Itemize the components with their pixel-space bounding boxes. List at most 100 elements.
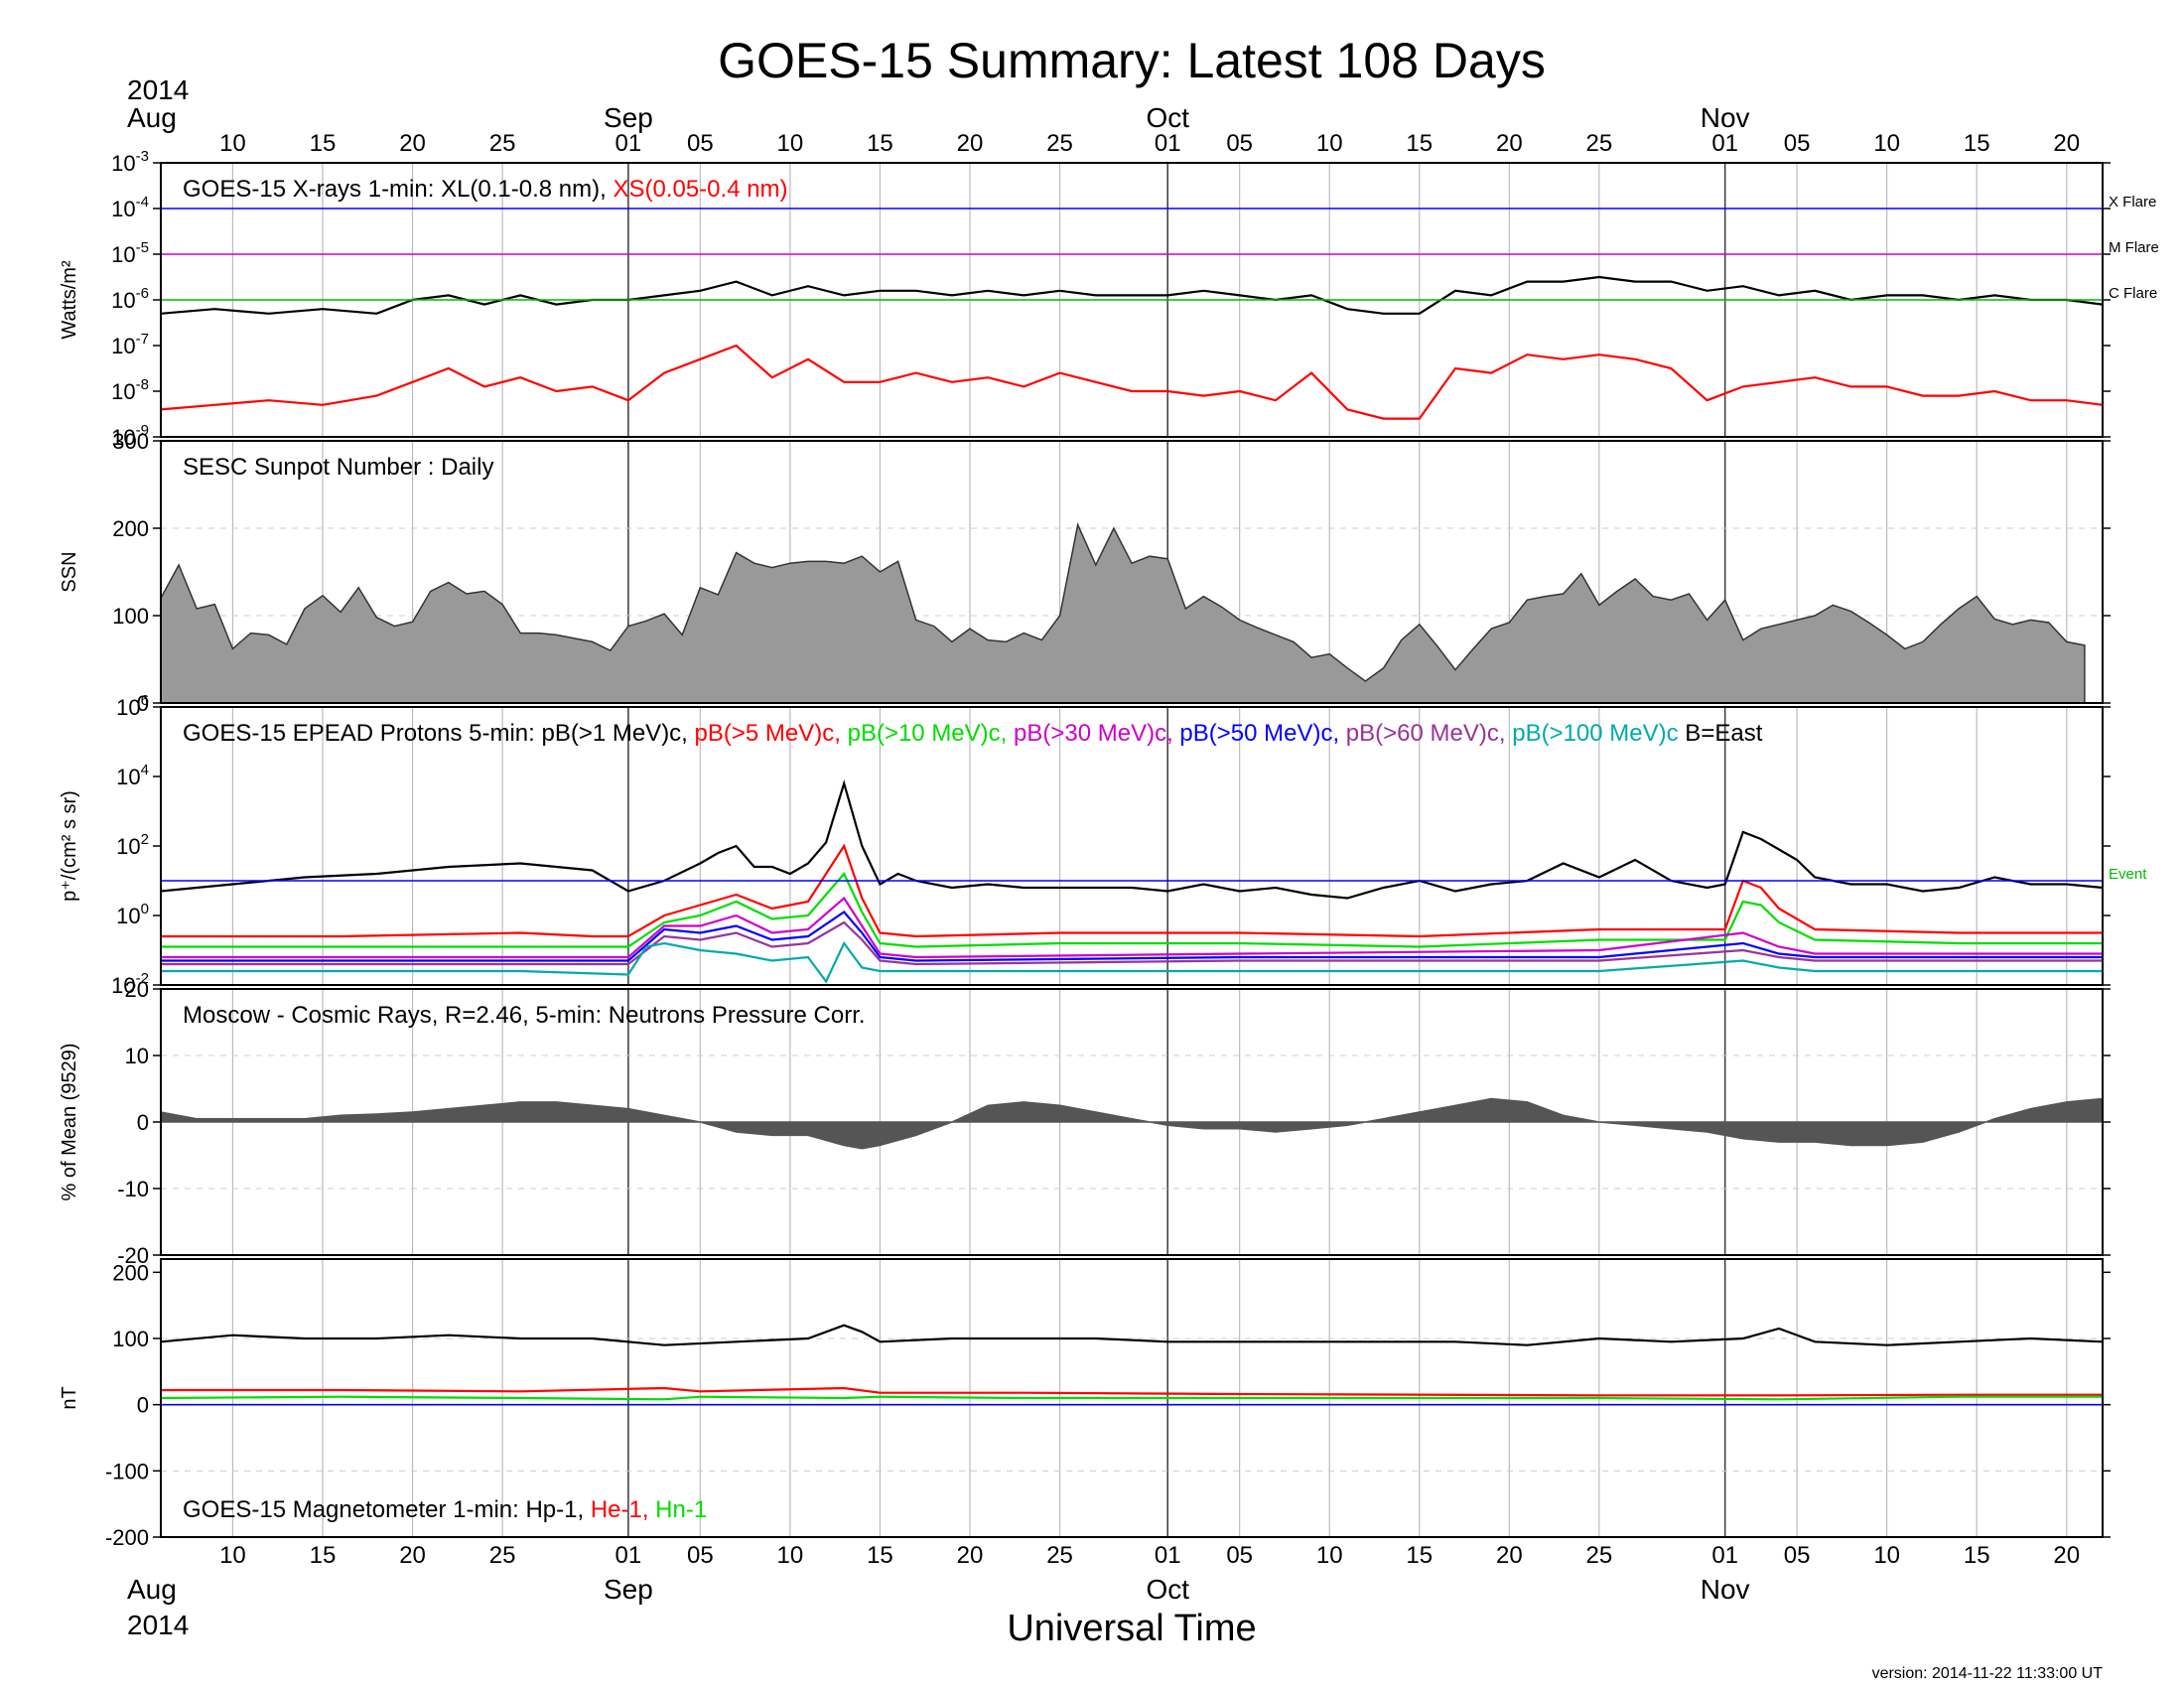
bottom-day-tick-label: 10 xyxy=(777,1542,804,1569)
y-tick-label: 10-7 xyxy=(111,331,149,358)
top-day-tick-label: 20 xyxy=(2053,130,2080,157)
top-day-tick-label: 05 xyxy=(1784,130,1811,157)
y-axis-label: nT xyxy=(59,1386,80,1409)
series-line-p1 xyxy=(160,779,2104,900)
top-day-tick-label: 10 xyxy=(1873,130,1900,157)
top-day-tick-label: 20 xyxy=(399,130,426,157)
tick-exponent: 0 xyxy=(141,901,149,917)
y-tick-label: 300 xyxy=(112,429,149,454)
y-tick-label: 10-5 xyxy=(111,239,149,267)
version-footer: version: 2014-11-22 11:33:00 UT xyxy=(1872,1665,2104,1682)
top-day-tick-label: 05 xyxy=(1226,130,1253,157)
y-tick-label: 100 xyxy=(112,1327,149,1351)
y-tick-label: 10-2 xyxy=(111,970,149,998)
tick-base: 10 xyxy=(111,242,135,267)
series-line-hp xyxy=(160,1324,2104,1346)
top-day-tick-label: 15 xyxy=(1964,130,1990,157)
y-tick-label: 100 xyxy=(116,901,149,928)
tick-exponent: -9 xyxy=(136,422,149,439)
series-line-p60 xyxy=(161,920,2103,966)
tick-base: 10 xyxy=(111,288,135,313)
panel-title-part: pB(>30 MeV)c, xyxy=(1007,720,1172,747)
reference-line-label: M Flare xyxy=(2109,239,2159,256)
panel-title-part: pB(>60 MeV)c, xyxy=(1339,720,1505,747)
x-axis-label: Universal Time xyxy=(1007,1608,1256,1649)
chart-title: GOES-15 Summary: Latest 108 Days xyxy=(718,33,1546,88)
bottom-day-tick-label: 10 xyxy=(1316,1542,1343,1569)
top-day-tick-label: 20 xyxy=(1496,130,1523,157)
y-tick-label: 102 xyxy=(116,831,149,859)
top-month-label: Aug xyxy=(127,102,177,133)
series-line-xs xyxy=(160,344,2104,420)
bottom-day-tick-label: 15 xyxy=(1964,1542,1990,1569)
panel-mag: 200 100 0 -100 -200 nT GOES-15 Magnetometer 1-… xyxy=(59,1258,2111,1550)
y-axis-label: SSN xyxy=(59,551,80,592)
series-line-xl xyxy=(160,275,2104,315)
top-day-tick-label: 10 xyxy=(219,130,246,157)
panel-title: GOES-15 EPEAD Protons 5-min: pB(>1 MeV)c… xyxy=(183,720,1763,747)
y-tick-label: 10-3 xyxy=(111,148,149,176)
bottom-day-tick-label: 10 xyxy=(219,1542,246,1569)
top-day-tick-label: 10 xyxy=(1316,130,1343,157)
bottom-day-tick-label: 20 xyxy=(2053,1542,2080,1569)
tick-base: 10 xyxy=(111,973,135,998)
panel-title: Moscow - Cosmic Rays, R=2.46, 5-min: Neu… xyxy=(183,1002,866,1029)
tick-base: 10 xyxy=(116,904,140,928)
bottom-day-tick-label: 15 xyxy=(310,1542,337,1569)
panel-ssn: 0 100 200 300 SSN SESC Sunpot Number : Daily xyxy=(59,429,2111,716)
panel-frame xyxy=(160,440,2104,704)
panel-title-part: GOES-15 Magnetometer 1-min: Hp-1, xyxy=(183,1496,584,1523)
bottom-day-tick-label: 05 xyxy=(687,1542,714,1569)
top-year-label: 2014 xyxy=(127,74,189,105)
bottom-day-tick-label: 01 xyxy=(615,1542,642,1569)
series-line-he xyxy=(161,1386,2103,1397)
y-axis-label: % of Mean (9529) xyxy=(59,1044,80,1201)
bottom-month-label: Oct xyxy=(1146,1574,1189,1605)
tick-base: 10 xyxy=(111,425,135,450)
series-area-ssn xyxy=(160,522,2086,704)
panel-title-part: GOES-15 EPEAD Protons 5-min: pB(>1 MeV)c… xyxy=(183,720,688,747)
y-tick-label: 0 xyxy=(137,1110,149,1135)
reference-line-label: X Flare xyxy=(2109,194,2156,211)
top-day-tick-label: 01 xyxy=(615,130,642,157)
tick-base: 10 xyxy=(111,197,135,221)
series-line-hn xyxy=(160,1395,2103,1401)
panel-title-part: Moscow - Cosmic Rays, R=2.46, 5-min: Neu… xyxy=(183,1002,866,1029)
bottom-day-tick-label: 20 xyxy=(399,1542,426,1569)
panel-title-part: pB(>100 MeV)c xyxy=(1506,720,1679,747)
tick-exponent: -4 xyxy=(136,194,149,211)
plot-layer: 1010151520202525010105051010151520202525… xyxy=(59,102,2159,1605)
tick-exponent: -7 xyxy=(136,331,149,348)
panel-title-part: Hn-1 xyxy=(649,1496,708,1523)
bottom-day-tick-label: 05 xyxy=(1784,1542,1811,1569)
bottom-month-label: Nov xyxy=(1701,1574,1750,1605)
bottom-day-tick-label: 01 xyxy=(1155,1542,1181,1569)
y-tick-label: 106 xyxy=(116,692,149,720)
tick-base: 10 xyxy=(116,834,140,859)
panel-title-part: SESC Sunpot Number : Daily xyxy=(183,454,493,481)
top-day-tick-label: 15 xyxy=(310,130,337,157)
panel-title-part: pB(>5 MeV)c, xyxy=(688,720,841,747)
y-tick-label: -20 xyxy=(117,1243,149,1268)
top-day-tick-label: 15 xyxy=(867,130,893,157)
panel-title: SESC Sunpot Number : Daily xyxy=(183,454,493,481)
top-month-label: Oct xyxy=(1146,102,1189,133)
y-tick-label: 10-9 xyxy=(111,422,149,450)
top-day-tick-label: 25 xyxy=(1046,130,1073,157)
bottom-day-tick-label: 10 xyxy=(1873,1542,1900,1569)
y-tick-label: -10 xyxy=(117,1177,149,1201)
bottom-day-tick-label: 25 xyxy=(489,1542,516,1569)
y-tick-label: 10 xyxy=(125,1044,149,1068)
top-day-tick-label: 10 xyxy=(777,130,804,157)
top-month-label: Nov xyxy=(1701,102,1750,133)
tick-exponent: -2 xyxy=(136,970,149,987)
y-tick-label: 10-8 xyxy=(111,376,149,404)
y-tick-label: 20 xyxy=(125,977,149,1002)
bottom-day-tick-label: 20 xyxy=(957,1542,984,1569)
top-day-tick-label: 01 xyxy=(1711,130,1738,157)
panel-title-part: He-1, xyxy=(584,1496,648,1523)
panel-title-part: B=East xyxy=(1679,720,1763,747)
